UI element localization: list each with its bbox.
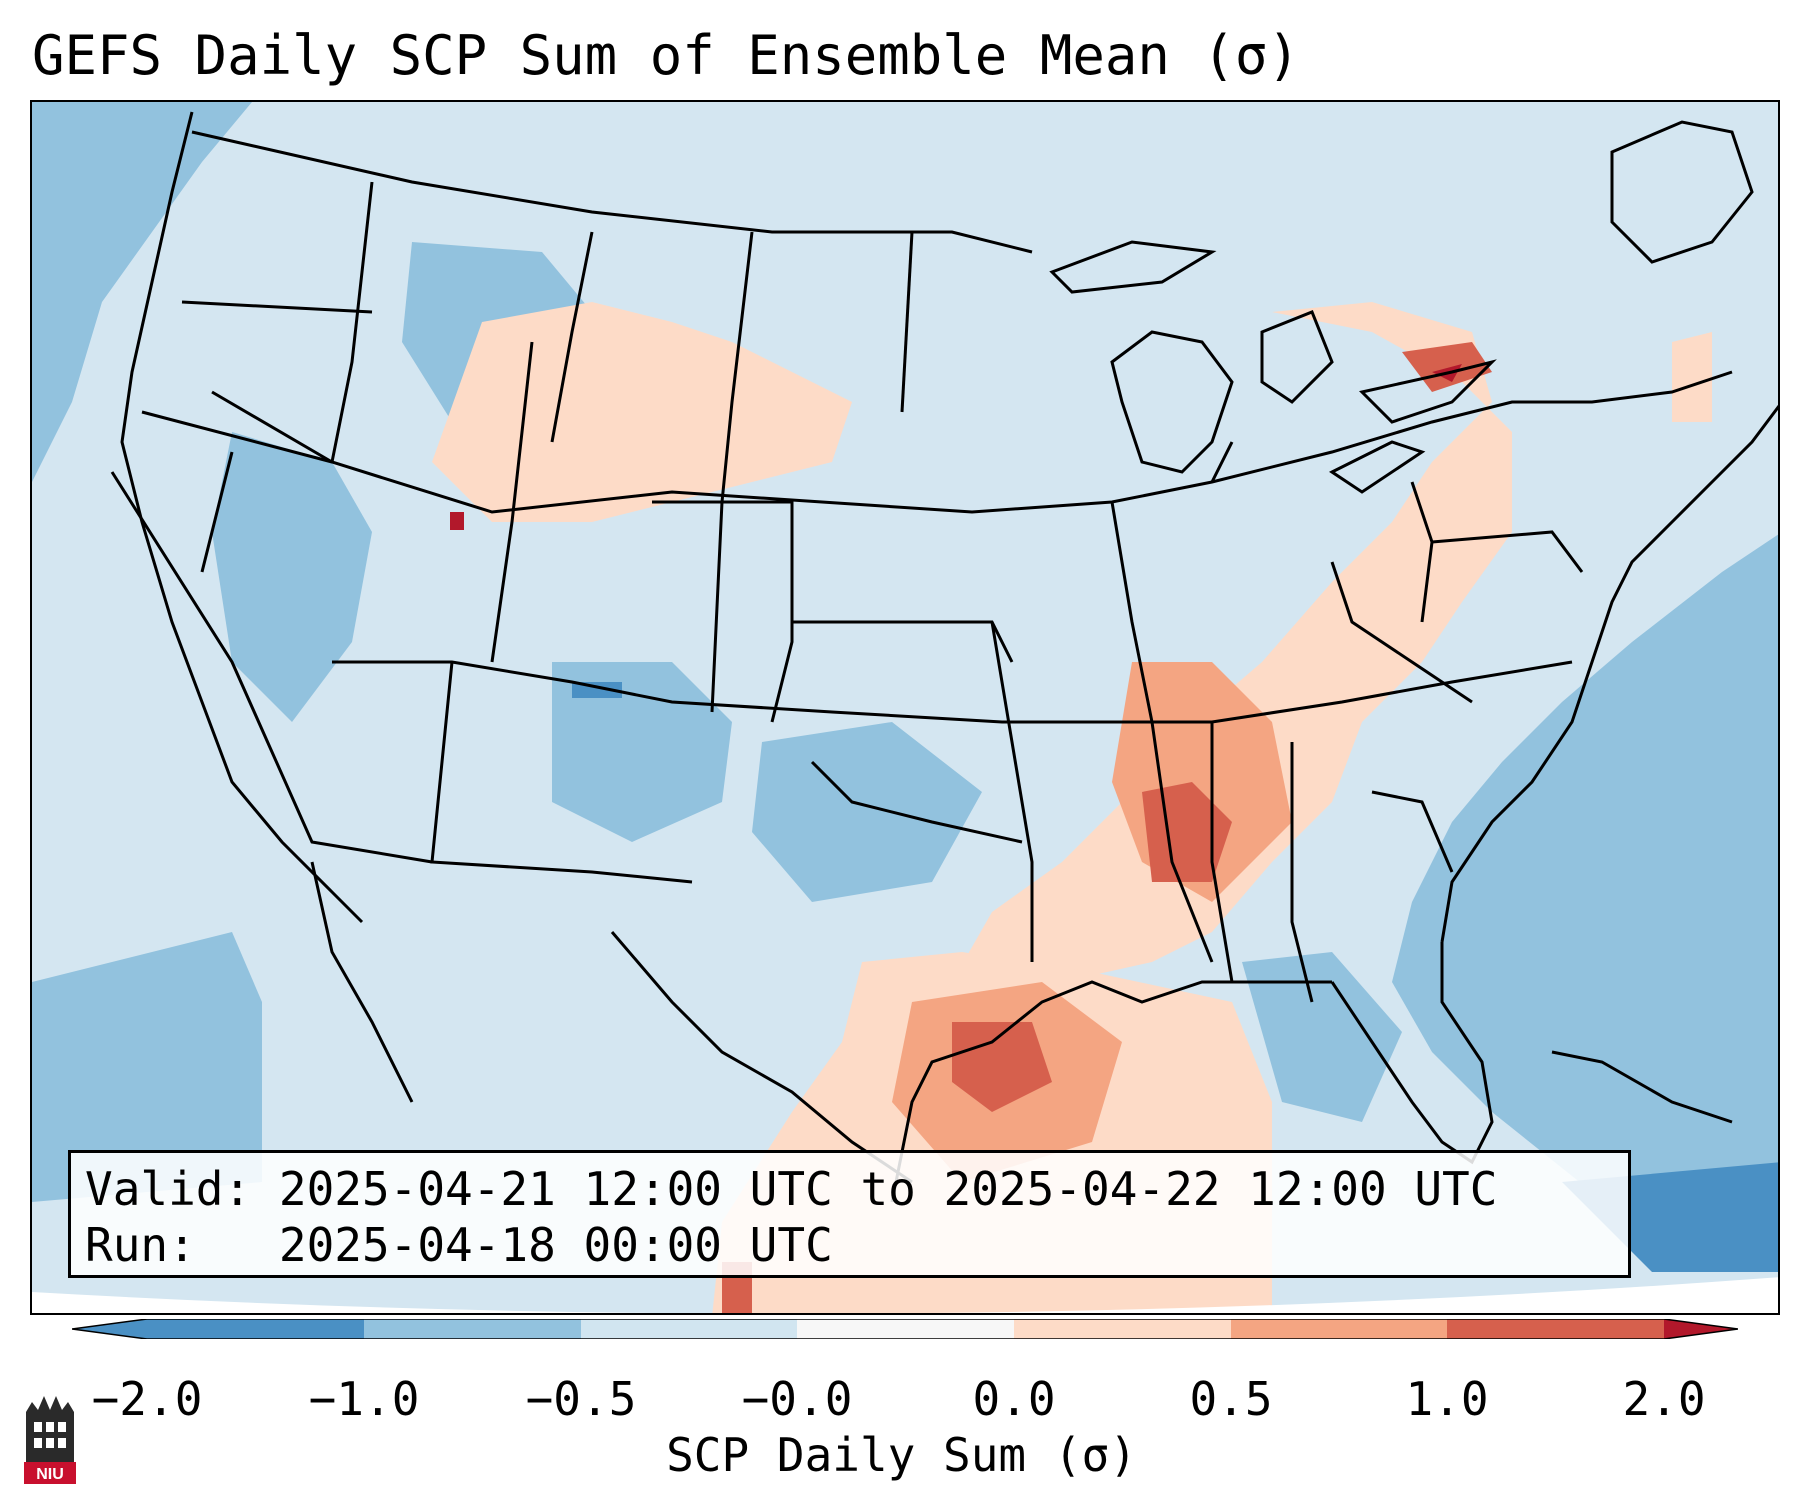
border-line-5 xyxy=(181,300,373,314)
field-pacific-sw xyxy=(32,932,262,1202)
run-value: 2025-04-18 00:00 UTC xyxy=(278,1218,833,1272)
colorbar-seg-4 xyxy=(797,1319,1014,1339)
border-line-38 xyxy=(1551,1050,1733,1124)
border-line-32 xyxy=(1260,310,1334,404)
logo-window xyxy=(46,1422,54,1432)
colorbar-label: SCP Daily Sum (σ) xyxy=(666,1428,1137,1482)
colorbar-seg-2 xyxy=(364,1319,581,1339)
colorbar-tick: 2.0 xyxy=(1622,1372,1706,1426)
border-line-24 xyxy=(1371,790,1454,873)
colorbar xyxy=(72,1319,1738,1339)
info-box: Valid: 2025-04-21 12:00 UTC to 2025-04-2… xyxy=(68,1150,1631,1278)
logo-windows xyxy=(34,1422,66,1448)
border-line-12 xyxy=(900,231,914,413)
border-line-28 xyxy=(890,980,1332,1203)
valid-label: Valid: xyxy=(85,1162,252,1216)
border-line-6 xyxy=(110,471,433,864)
field-nevada xyxy=(212,432,372,722)
colorbar-seg-6 xyxy=(1231,1319,1447,1339)
border-line-25 xyxy=(120,111,364,924)
field-florida xyxy=(1242,952,1402,1122)
border-line-9 xyxy=(430,661,693,884)
map-panel xyxy=(30,100,1780,1315)
border-line-11 xyxy=(710,231,754,713)
colorbar-seg-5 xyxy=(1014,1319,1231,1339)
border-line-3 xyxy=(191,130,1033,254)
colorbar-tick: 0.0 xyxy=(972,1372,1056,1426)
border-line-1 xyxy=(141,370,1733,514)
logo-window xyxy=(46,1438,54,1448)
border-line-37 xyxy=(1210,441,1234,483)
field-utah-max xyxy=(450,512,464,530)
scp-map xyxy=(32,102,1778,1313)
border-line-7 xyxy=(200,451,234,573)
border-line-4 xyxy=(330,181,374,463)
valid-value: 2025-04-21 12:00 UTC to 2025-04-22 12:00… xyxy=(278,1162,1498,1216)
border-line-20 xyxy=(1290,742,1314,1003)
colorbar-tick: −1.0 xyxy=(308,1372,420,1426)
colorbar-ticks: −2.0 −1.0 −0.5 −0.0 0.0 0.5 1.0 2.0 xyxy=(0,1372,1803,1428)
field-texas-peak xyxy=(952,1022,1052,1112)
border-line-10 xyxy=(490,341,534,663)
colorbar-extend-high xyxy=(1664,1319,1738,1339)
chart-title: GEFS Daily SCP Sum of Ensemble Mean (σ) xyxy=(32,24,1300,87)
border-line-14 xyxy=(652,500,794,723)
colorbar-seg-7 xyxy=(1447,1319,1664,1339)
border-line-17 xyxy=(810,760,1023,844)
colorbar-tick: −2.0 xyxy=(91,1372,203,1426)
field-wyoming-pos xyxy=(432,302,852,522)
field-atlantic xyxy=(1392,534,1778,1222)
border-line-31 xyxy=(1110,330,1234,474)
logo-window xyxy=(58,1438,66,1448)
border-line-35 xyxy=(1049,240,1217,294)
border-line-19 xyxy=(1210,722,1234,983)
colorbar-tick: 1.0 xyxy=(1405,1372,1489,1426)
field-ne-pos xyxy=(1672,332,1712,422)
field-pacific-nw xyxy=(32,102,252,482)
border-line-33 xyxy=(1359,359,1497,424)
border-line-21 xyxy=(1330,561,1473,704)
logo-text: NIU xyxy=(36,1466,64,1483)
colorbar-tick: 0.5 xyxy=(1189,1372,1273,1426)
colorbar-tick: −0.5 xyxy=(525,1372,637,1426)
field-ok xyxy=(752,722,982,902)
border-line-36 xyxy=(1610,120,1754,264)
border-line-27 xyxy=(610,931,913,1184)
border-lines xyxy=(110,111,1778,1203)
logo-window xyxy=(34,1438,42,1448)
map-boundary xyxy=(32,1277,1778,1313)
border-line-23 xyxy=(1431,530,1584,573)
border-line-8 xyxy=(332,660,1573,724)
border-line-34 xyxy=(1329,440,1426,494)
border-line-18 xyxy=(1110,501,1214,963)
logo-banner xyxy=(24,1462,76,1484)
logo-window xyxy=(58,1422,66,1432)
field-nm xyxy=(552,662,732,842)
border-line-2 xyxy=(211,390,333,464)
border-line-26 xyxy=(310,861,414,1103)
border-line-13 xyxy=(550,231,594,443)
colorbar-extend-low xyxy=(72,1319,147,1339)
border-line-30 xyxy=(1440,404,1778,943)
run-label: Run: xyxy=(85,1218,196,1272)
colorbar-tick: −0.0 xyxy=(741,1372,853,1426)
logo-window xyxy=(34,1422,42,1432)
colorbar-seg-3 xyxy=(581,1319,797,1339)
border-line-16 xyxy=(990,621,1034,962)
university-tower-icon: NIU xyxy=(24,1396,76,1484)
colorbar-seg-1 xyxy=(147,1319,364,1339)
